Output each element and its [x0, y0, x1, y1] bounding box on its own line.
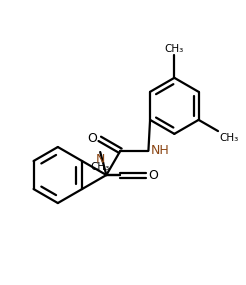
Text: CH₃: CH₃	[219, 133, 238, 143]
Text: O: O	[149, 168, 158, 182]
Text: O: O	[87, 132, 97, 145]
Text: NH: NH	[150, 144, 169, 157]
Text: CH₃: CH₃	[91, 162, 110, 172]
Text: CH₃: CH₃	[165, 44, 184, 54]
Text: N: N	[95, 153, 105, 166]
